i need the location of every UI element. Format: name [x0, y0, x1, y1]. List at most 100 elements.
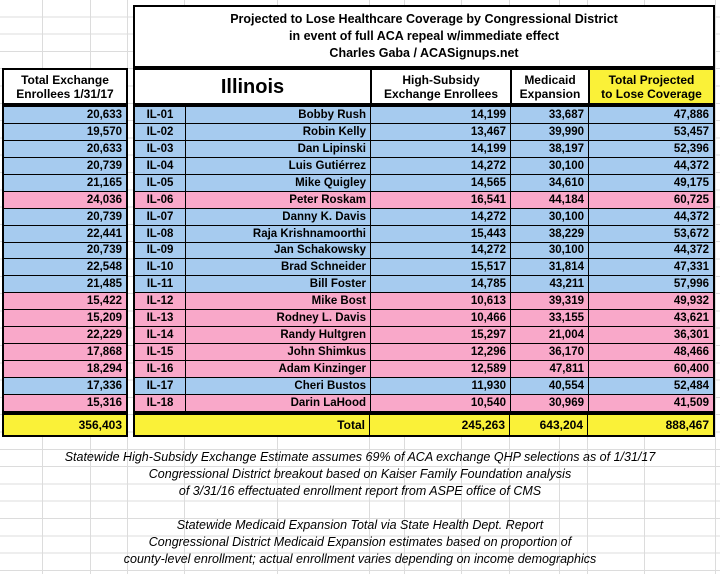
district-cell[interactable]: IL-09	[135, 242, 185, 259]
total-projected-header-cell[interactable]: Total Projected to Lose Coverage	[588, 70, 713, 103]
high-subsidy-header-cell[interactable]: High-Subsidy Exchange Enrollees	[370, 70, 510, 103]
high-subsidy-cell[interactable]: 14,565	[370, 174, 510, 191]
representative-cell[interactable]: John Shimkus	[185, 344, 370, 361]
high-subsidy-cell[interactable]: 16,541	[370, 191, 510, 208]
district-cell[interactable]: IL-16	[135, 361, 185, 377]
exchange-enrollees-cell[interactable]: 15,316	[4, 394, 126, 411]
high-subsidy-cell[interactable]: 12,589	[370, 361, 510, 377]
total-medicaid-cell[interactable]: 643,204	[509, 415, 587, 435]
medicaid-cell[interactable]: 30,100	[510, 208, 588, 225]
medicaid-cell[interactable]: 43,211	[510, 276, 588, 293]
medicaid-cell[interactable]: 34,610	[510, 174, 588, 191]
total-coverage-cell[interactable]: 52,484	[588, 378, 713, 394]
medicaid-cell[interactable]: 33,155	[510, 310, 588, 327]
exchange-enrollees-cell[interactable]: 22,229	[4, 327, 126, 345]
representative-cell[interactable]: Luis Gutiérrez	[185, 157, 370, 174]
exchange-enrollees-cell[interactable]: 17,336	[4, 378, 126, 395]
total-coverage-cell[interactable]: 52,396	[588, 140, 713, 157]
medicaid-cell[interactable]: 39,990	[510, 123, 588, 140]
total-coverage-cell[interactable]: 49,932	[588, 293, 713, 310]
total-coverage-cell[interactable]: 57,996	[588, 276, 713, 293]
exchange-enrollees-cell[interactable]: 20,633	[4, 140, 126, 158]
total-coverage-cell[interactable]: 60,725	[588, 191, 713, 208]
district-cell[interactable]: IL-12	[135, 293, 185, 310]
high-subsidy-cell[interactable]: 13,467	[370, 123, 510, 140]
representative-cell[interactable]: Raja Krishnamoorthi	[185, 225, 370, 242]
district-cell[interactable]: IL-07	[135, 208, 185, 225]
representative-cell[interactable]: Mike Quigley	[185, 174, 370, 191]
medicaid-cell[interactable]: 31,814	[510, 259, 588, 276]
exchange-enrollees-cell[interactable]: 17,868	[4, 344, 126, 362]
medicaid-cell[interactable]: 33,687	[510, 107, 588, 123]
exchange-enrollees-cell[interactable]: 24,036	[4, 191, 126, 209]
total-coverage-cell[interactable]: 60,400	[588, 361, 713, 377]
medicaid-cell[interactable]: 38,197	[510, 140, 588, 157]
high-subsidy-cell[interactable]: 10,613	[370, 293, 510, 310]
district-cell[interactable]: IL-08	[135, 225, 185, 242]
high-subsidy-cell[interactable]: 12,296	[370, 344, 510, 361]
representative-cell[interactable]: Peter Roskam	[185, 191, 370, 208]
total-coverage-cell[interactable]: 888,467	[587, 415, 713, 435]
total-coverage-cell[interactable]: 47,886	[588, 107, 713, 123]
total-coverage-cell[interactable]: 41,509	[588, 394, 713, 411]
high-subsidy-cell[interactable]: 15,297	[370, 327, 510, 344]
district-cell[interactable]: IL-17	[135, 378, 185, 394]
total-coverage-cell[interactable]: 36,301	[588, 327, 713, 344]
district-cell[interactable]: IL-13	[135, 310, 185, 327]
exchange-enrollees-header-cell[interactable]: Total Exchange Enrollees 1/31/17	[2, 68, 128, 105]
total-coverage-cell[interactable]: 49,175	[588, 174, 713, 191]
state-header-cell[interactable]: Illinois	[220, 75, 285, 98]
representative-cell[interactable]: Adam Kinzinger	[185, 361, 370, 377]
medicaid-cell[interactable]: 39,319	[510, 293, 588, 310]
total-label-cell[interactable]: Total	[337, 418, 365, 432]
high-subsidy-cell[interactable]: 14,785	[370, 276, 510, 293]
exchange-enrollees-cell[interactable]: 20,739	[4, 208, 126, 226]
medicaid-cell[interactable]: 40,554	[510, 378, 588, 394]
medicaid-cell[interactable]: 30,969	[510, 394, 588, 411]
high-subsidy-cell[interactable]: 15,517	[370, 259, 510, 276]
exchange-enrollees-cell[interactable]: 15,422	[4, 293, 126, 311]
high-subsidy-cell[interactable]: 14,272	[370, 208, 510, 225]
high-subsidy-cell[interactable]: 10,466	[370, 310, 510, 327]
district-cell[interactable]: IL-03	[135, 140, 185, 157]
exchange-enrollees-cell[interactable]: 22,441	[4, 225, 126, 243]
district-cell[interactable]: IL-01	[135, 107, 185, 123]
representative-cell[interactable]: Danny K. Davis	[185, 208, 370, 225]
total-coverage-cell[interactable]: 43,621	[588, 310, 713, 327]
district-cell[interactable]: IL-10	[135, 259, 185, 276]
medicaid-cell[interactable]: 44,184	[510, 191, 588, 208]
district-cell[interactable]: IL-15	[135, 344, 185, 361]
high-subsidy-cell[interactable]: 14,199	[370, 107, 510, 123]
medicaid-cell[interactable]: 47,811	[510, 361, 588, 377]
representative-cell[interactable]: Dan Lipinski	[185, 140, 370, 157]
high-subsidy-cell[interactable]: 14,199	[370, 140, 510, 157]
high-subsidy-cell[interactable]: 10,540	[370, 394, 510, 411]
high-subsidy-cell[interactable]: 14,272	[370, 157, 510, 174]
district-cell[interactable]: IL-18	[135, 394, 185, 411]
district-cell[interactable]: IL-02	[135, 123, 185, 140]
medicaid-cell[interactable]: 30,100	[510, 242, 588, 259]
exchange-enrollees-cell[interactable]: 20,739	[4, 157, 126, 175]
medicaid-header-cell[interactable]: Medicaid Expansion	[510, 70, 588, 103]
district-cell[interactable]: IL-06	[135, 191, 185, 208]
total-high-subsidy-cell[interactable]: 245,263	[369, 415, 509, 435]
medicaid-cell[interactable]: 21,004	[510, 327, 588, 344]
high-subsidy-cell[interactable]: 15,443	[370, 225, 510, 242]
medicaid-cell[interactable]: 30,100	[510, 157, 588, 174]
representative-cell[interactable]: Bill Foster	[185, 276, 370, 293]
total-coverage-cell[interactable]: 44,372	[588, 242, 713, 259]
district-cell[interactable]: IL-14	[135, 327, 185, 344]
high-subsidy-cell[interactable]: 11,930	[370, 378, 510, 394]
representative-cell[interactable]: Cheri Bustos	[185, 378, 370, 394]
total-coverage-cell[interactable]: 44,372	[588, 157, 713, 174]
exchange-enrollees-cell[interactable]: 19,570	[4, 123, 126, 141]
representative-cell[interactable]: Randy Hultgren	[185, 327, 370, 344]
total-coverage-cell[interactable]: 48,466	[588, 344, 713, 361]
district-cell[interactable]: IL-05	[135, 174, 185, 191]
exchange-total-cell[interactable]: 356,403	[2, 413, 128, 437]
exchange-enrollees-cell[interactable]: 21,165	[4, 174, 126, 192]
medicaid-cell[interactable]: 38,229	[510, 225, 588, 242]
representative-cell[interactable]: Brad Schneider	[185, 259, 370, 276]
exchange-enrollees-cell[interactable]: 20,739	[4, 242, 126, 260]
district-cell[interactable]: IL-11	[135, 276, 185, 293]
